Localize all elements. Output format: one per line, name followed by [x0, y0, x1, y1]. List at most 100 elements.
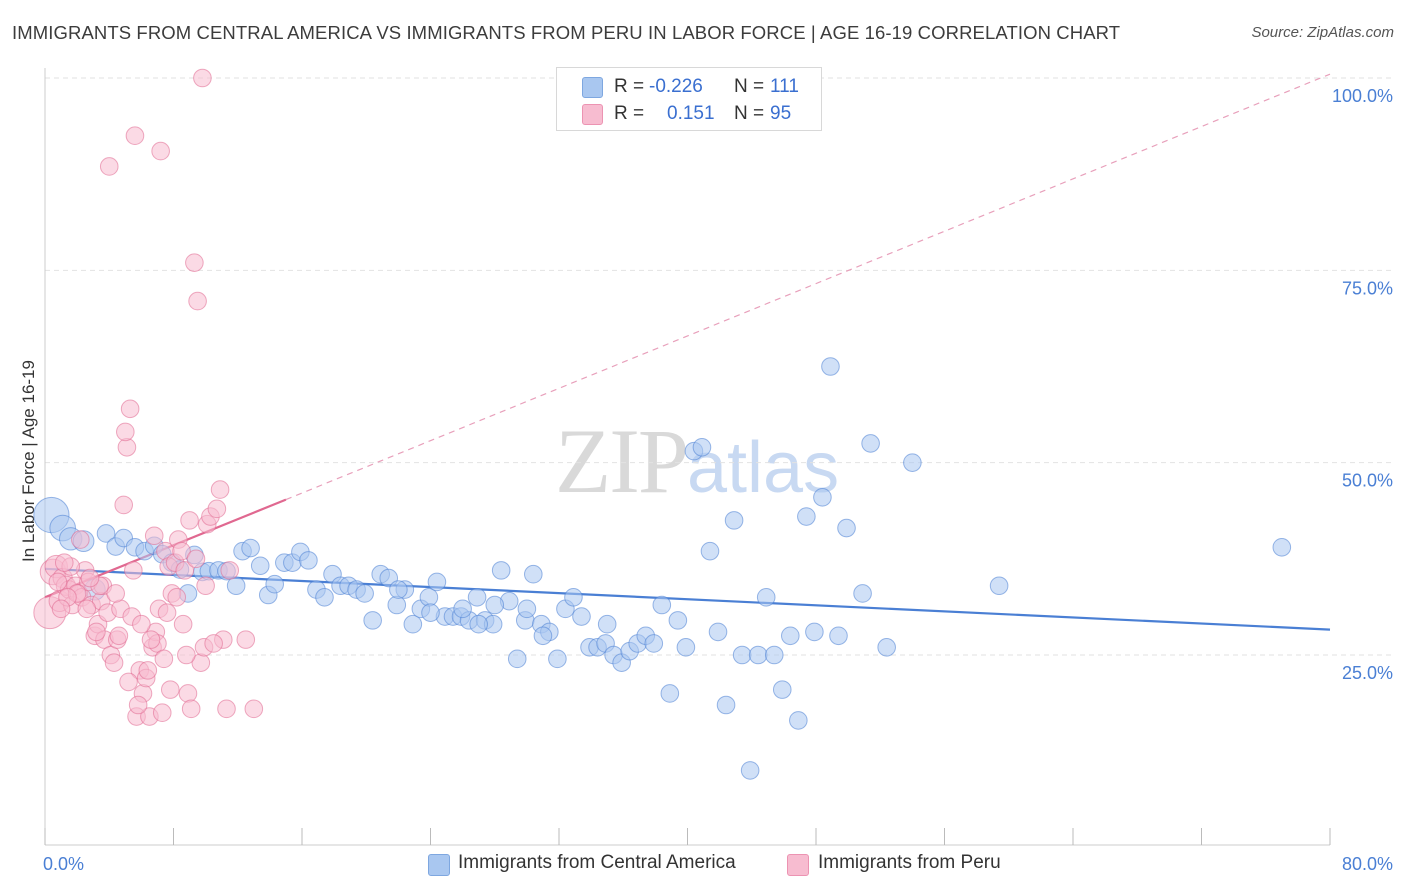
data-point: [740, 761, 760, 780]
data-point: [789, 711, 808, 730]
data-point: [315, 588, 334, 607]
data-point: [250, 556, 270, 576]
y-tick-label: 25.0%: [1342, 663, 1393, 683]
data-point: [132, 614, 151, 634]
data-point: [1272, 537, 1292, 557]
data-point: [548, 649, 567, 669]
data-point: [724, 511, 744, 530]
data-point: [485, 595, 505, 615]
correlation-legend: R = -0.226 N = 111 R = 0.151 N = 95: [556, 67, 822, 131]
data-point: [652, 595, 672, 615]
data-point: [507, 649, 527, 669]
data-point: [77, 599, 97, 619]
data-point: [104, 653, 124, 672]
y-tick-label: 75.0%: [1342, 278, 1393, 298]
gridlines: [45, 77, 1392, 656]
data-point: [668, 611, 688, 630]
data-point: [467, 588, 487, 607]
data-point: [533, 626, 553, 646]
data-point: [453, 599, 472, 619]
x-tick-label: 80.0%: [1342, 854, 1393, 874]
data-point: [469, 614, 488, 634]
data-point: [172, 541, 191, 561]
data-point: [427, 572, 447, 592]
data-point: [236, 630, 256, 649]
data-point: [51, 599, 71, 619]
data-point: [80, 568, 100, 588]
data-point: [363, 611, 382, 630]
data-point: [220, 561, 240, 580]
data-point: [421, 603, 440, 622]
data-point: [387, 595, 407, 615]
data-point: [692, 437, 712, 457]
data-point: [124, 561, 143, 580]
legend-r-label: R =: [614, 76, 645, 97]
data-point: [144, 526, 164, 546]
data-point: [403, 614, 423, 634]
data-point: [805, 622, 824, 642]
data-point: [160, 680, 180, 699]
data-point: [597, 614, 617, 634]
data-point: [517, 599, 537, 619]
legend-row-central-america: R = -0.226 N = 111: [557, 73, 821, 101]
data-point: [299, 551, 318, 570]
data-point: [154, 649, 174, 669]
legend-swatch-pink: [582, 104, 603, 125]
data-point: [177, 645, 196, 665]
data-point: [204, 634, 223, 653]
data-point: [419, 588, 439, 607]
y-tick-label: 50.0%: [1342, 471, 1393, 491]
data-point: [716, 695, 736, 715]
data-point: [660, 684, 680, 703]
data-point: [989, 576, 1009, 596]
data-point: [708, 622, 728, 642]
data-point: [764, 645, 784, 665]
data-point: [813, 487, 832, 507]
data-point: [700, 541, 720, 561]
data-point: [389, 580, 408, 599]
legend-r-value: 0.151: [667, 103, 715, 124]
data-point: [903, 453, 922, 472]
legend-n-value: 111: [770, 76, 799, 97]
data-point: [564, 588, 583, 607]
data-point: [141, 630, 161, 649]
data-point: [71, 530, 90, 549]
data-point: [54, 553, 74, 572]
data-point: [128, 695, 148, 715]
data-point: [157, 603, 177, 622]
axes: [44, 68, 1331, 846]
data-point: [244, 699, 264, 719]
bottom-legend-label: Immigrants from Peru: [818, 852, 1001, 873]
bottom-legend-label: Immigrants from Central America: [458, 852, 736, 873]
data-point: [748, 645, 768, 665]
bottom-legend-swatch-pink: [787, 854, 809, 876]
data-point: [355, 584, 374, 603]
data-point: [96, 524, 116, 543]
data-point: [167, 588, 187, 607]
bottom-legend-swatch-blue: [428, 854, 450, 876]
data-point: [173, 614, 193, 634]
data-point: [196, 576, 215, 596]
data-point: [180, 511, 199, 530]
data-point: [265, 574, 284, 594]
data-point: [772, 680, 792, 699]
data-point: [676, 638, 696, 657]
data-point: [48, 572, 68, 592]
series-peru-points: [33, 68, 264, 726]
legend-row-peru: R = 0.151 N = 95: [557, 100, 821, 128]
trend-line: [44, 567, 1331, 631]
data-point: [119, 672, 138, 692]
chart-title: IMMIGRANTS FROM CENTRAL AMERICA VS IMMIG…: [12, 22, 1121, 43]
data-point: [217, 699, 236, 719]
data-point: [861, 434, 880, 453]
data-point: [178, 684, 198, 703]
legend-n-value: 95: [770, 103, 792, 124]
y-axis-label: In Labor Force | Age 16-19: [19, 360, 38, 562]
data-point: [524, 564, 543, 584]
trend-line-extension: [285, 73, 1331, 501]
data-point: [151, 141, 170, 161]
data-point: [117, 437, 137, 457]
legend-r-label: R =: [614, 103, 645, 124]
y-tick-label: 100.0%: [1332, 86, 1393, 106]
legend-swatch-blue: [582, 77, 603, 98]
